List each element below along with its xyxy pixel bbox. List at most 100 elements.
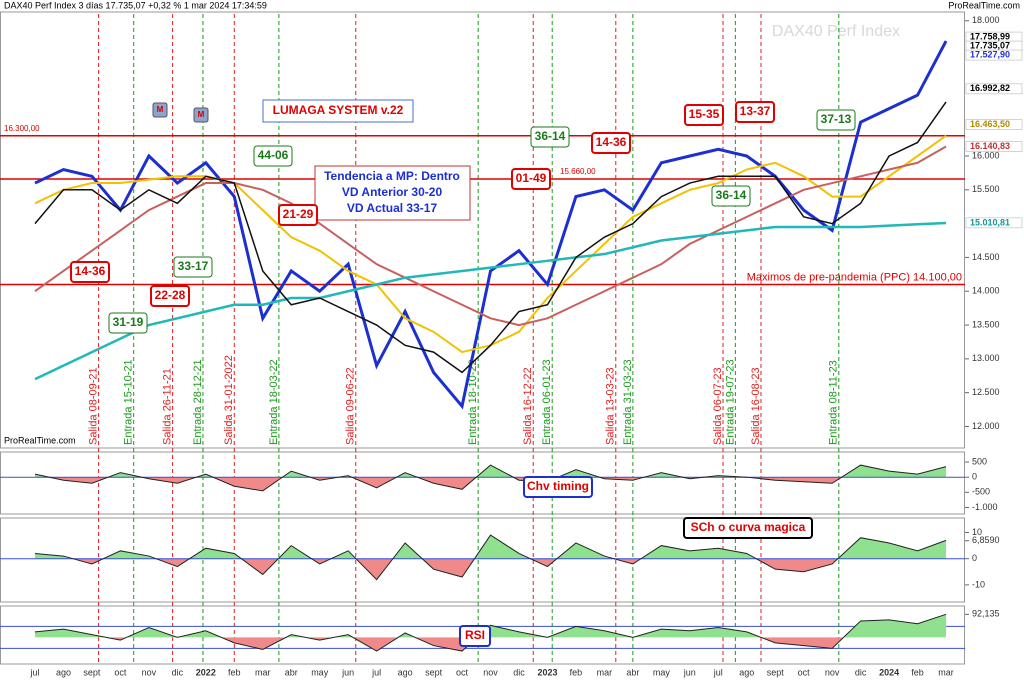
system-label: LUMAGA SYSTEM v.22: [273, 103, 404, 117]
x-tick-label: jun: [341, 667, 354, 677]
x-tick-label: sept: [83, 667, 101, 677]
y-tick-label: 16.000: [972, 150, 1000, 160]
signal-box: [711, 185, 751, 207]
signal-box: [108, 312, 148, 334]
x-tick-label: ago: [739, 667, 754, 677]
indicator-line: [34, 464, 947, 492]
signal-box: [150, 285, 190, 307]
signal-box: [511, 168, 551, 190]
price-tag-label: 17.527,90: [970, 49, 1010, 59]
price-tag: [965, 49, 1023, 61]
signal-box: [70, 261, 110, 283]
signal-label: 31-19: [113, 315, 144, 329]
y-tick-label: 13.000: [972, 353, 1000, 363]
event-label: Salida 16-12-22: [522, 367, 534, 445]
signal-label: 37-13: [821, 112, 852, 126]
area-fill: [35, 535, 947, 559]
marker-icon: [152, 102, 168, 118]
y-tick-label: 14.000: [972, 286, 1000, 296]
y-tick-label: 15.500: [972, 184, 1000, 194]
signal-box: [591, 132, 631, 154]
event-label: Entrada 28-12-21: [192, 359, 204, 445]
y-tick-label: 92,135: [972, 609, 1000, 619]
status-box: [314, 165, 471, 221]
price-tag-label: 16.992,82: [970, 83, 1010, 93]
marker-icon: [193, 107, 209, 123]
marker-label: M: [157, 105, 164, 114]
x-tick-label: nov: [825, 667, 840, 677]
panel-title: Chv timing: [527, 479, 589, 493]
event-label: Salida 16-08-23: [750, 367, 762, 445]
title-box: [459, 625, 491, 647]
x-tick-label: feb: [570, 667, 583, 677]
y-tick-label: 13.500: [972, 319, 1000, 329]
price-tag-label: 17.735,07: [970, 40, 1010, 50]
main-panel: [0, 11, 965, 449]
x-tick-label: may: [311, 667, 329, 677]
indicator-line: [34, 613, 947, 652]
y-tick-label: 12.000: [972, 421, 1000, 431]
event-label: Entrada 08-11-23: [828, 360, 840, 445]
rsi-panel: [0, 605, 965, 665]
signal-label: 21-29: [283, 207, 314, 221]
x-tick-label: abr: [626, 667, 639, 677]
signal-label: 13-37: [740, 104, 771, 118]
marker-label: M: [198, 110, 205, 119]
event-label: Entrada 31-03-23: [622, 359, 634, 445]
price-tag: [965, 119, 1023, 130]
y-tick-label: -1.000: [972, 502, 998, 512]
signal-label: 14-36: [596, 135, 627, 149]
x-tick-label: jul: [371, 667, 381, 677]
y-tick-label: 10: [972, 527, 982, 537]
signal-label: 36-14: [716, 188, 747, 202]
x-tick-label: mar: [255, 667, 271, 677]
status-line: VD Actual 33-17: [347, 201, 438, 215]
x-tick-label: ago: [398, 667, 413, 677]
x-tick-label: nov: [483, 667, 498, 677]
title-box: [523, 476, 593, 498]
event-label: Salida 06-07-23: [712, 367, 724, 445]
box: [262, 99, 414, 123]
x-tick-label: 2023: [537, 667, 557, 677]
signal-box: [278, 204, 318, 226]
event-label: Entrada 18-10-22: [467, 359, 479, 445]
signal-label: 33-17: [178, 259, 209, 273]
signal-label: 36-14: [535, 129, 566, 143]
signal-box: [253, 145, 293, 167]
y-tick-label: -500: [972, 487, 990, 497]
area-fill: [35, 637, 947, 652]
price-tag: [965, 217, 1023, 229]
title-box: [683, 517, 813, 539]
chv-panel: [0, 451, 965, 515]
panel-title: SCh o curva magica: [691, 520, 806, 534]
x-tick-label: jul: [713, 667, 723, 677]
price-tag: [965, 141, 1023, 152]
footer-brand: ProRealTime.com: [4, 435, 76, 445]
event-label: Salida 08-09-21: [87, 367, 99, 445]
y-tick-label: -10: [972, 579, 985, 589]
x-tick-label: sept: [767, 667, 785, 677]
brand: ProRealTime.com: [948, 0, 1020, 10]
y-tick-label: 0: [972, 553, 977, 563]
x-tick-label: oct: [114, 667, 127, 677]
x-tick-label: jun: [683, 667, 696, 677]
signal-label: 44-06: [258, 148, 289, 162]
signal-box: [530, 126, 570, 148]
header-title: DAX40 Perf Index 3 días 17.735,07 +0,32 …: [4, 0, 267, 10]
level-label: 16.300,00: [4, 124, 40, 133]
x-tick-label: ago: [56, 667, 71, 677]
x-tick-label: sept: [425, 667, 443, 677]
signal-box: [173, 256, 213, 278]
price-line: [34, 221, 947, 381]
y-tick-label: 18.000: [972, 15, 1000, 25]
x-tick-label: 2024: [879, 667, 899, 677]
signal-label: 15-35: [689, 107, 720, 121]
indicator-line: [34, 534, 947, 581]
y-tick-label: 12.500: [972, 387, 1000, 397]
event-label: Salida 09-06-22: [345, 367, 357, 445]
price-tag: [965, 83, 1023, 95]
x-tick-label: feb: [911, 667, 924, 677]
status-line: VD Anterior 30-20: [342, 185, 443, 199]
